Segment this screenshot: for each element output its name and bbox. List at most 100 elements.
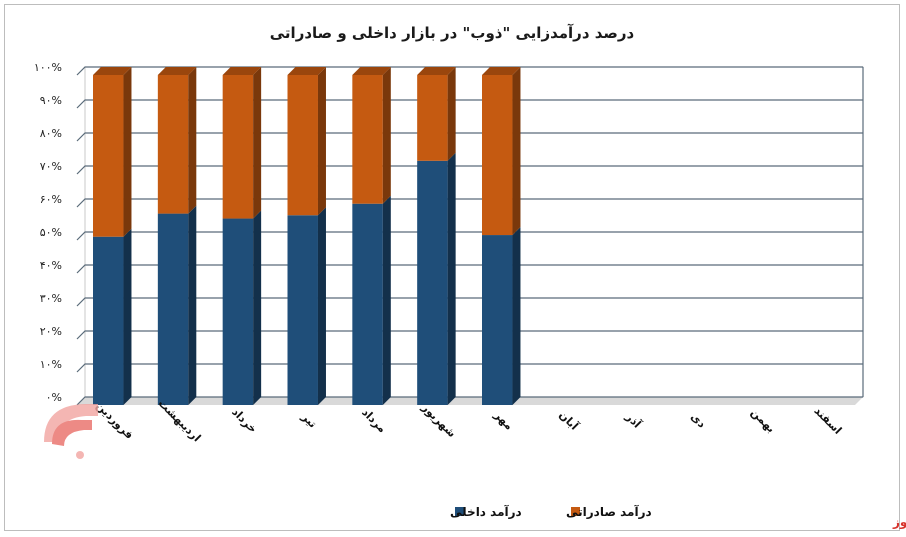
x-label-mehr: مهر [491, 408, 516, 433]
bar-top-farvardin [93, 67, 132, 75]
x-label-khordad: خرداد [229, 405, 259, 435]
x-label-bahman: بهمن [748, 406, 777, 435]
bar-front [352, 75, 383, 204]
bar-side [317, 67, 326, 216]
gridline [76, 264, 863, 274]
bars [93, 67, 521, 405]
legend-label-export: درآمد صادراتی [566, 504, 652, 519]
y-tick-label: ۷۰% [40, 160, 62, 173]
bar-front [157, 75, 189, 214]
x-label-azar: آذر [623, 409, 645, 431]
bar-top-mehr [482, 67, 521, 75]
bar-side [188, 205, 197, 405]
legend-item-domestic: درآمد داخلی [450, 504, 522, 519]
bar-export-mordad [352, 67, 391, 204]
bar-front [482, 235, 513, 405]
bar-side [382, 195, 391, 405]
legend-swatch-domestic [455, 507, 464, 516]
bar-front [287, 75, 318, 216]
legend: درآمد داخلی درآمد صادراتی [450, 504, 652, 519]
gridline [76, 297, 863, 307]
bar-side [512, 227, 521, 405]
bar-front [417, 160, 448, 405]
gridline [76, 132, 863, 142]
x-label-aban: آبان [556, 408, 581, 433]
logo-swirl-inner [52, 419, 92, 446]
bar-side [188, 67, 197, 214]
gridline [76, 198, 863, 208]
watermark-logo [44, 404, 98, 459]
y-tick-label: ۸۰% [40, 127, 62, 140]
bar-top-shahrivar [417, 67, 456, 75]
bar-domestic-shahrivar [417, 152, 456, 405]
bar-side [123, 67, 132, 237]
y-axis-ticks: ۰% ۱۰% ۲۰% ۳۰% ۴۰% ۵۰% ۶۰% ۷۰% ۸۰% ۹۰% ۱۰۰% [34, 61, 62, 404]
bar-side [512, 67, 521, 236]
bar-front [93, 236, 124, 405]
bar-export-khordad [222, 67, 262, 219]
bar-front [417, 75, 448, 161]
bar-front [482, 75, 513, 236]
x-label-shahrivar: شهریور [419, 400, 459, 440]
bar-domestic-mehr [482, 227, 521, 405]
y-tick-label: ۹۰% [40, 94, 62, 107]
x-label-tir: تیر [298, 410, 319, 431]
legend-label-domestic: درآمد داخلی [450, 504, 522, 519]
x-label-dey: دی [688, 410, 709, 431]
chart-title: درصد درآمدزایی "ذوب" در بازار داخلی و صا… [270, 24, 635, 42]
y-tick-label: ۱۰% [40, 358, 62, 371]
bar-domestic-ordibehesht [157, 205, 197, 405]
gridline [76, 99, 863, 109]
logo-dot [76, 451, 84, 459]
bar-side [447, 67, 456, 161]
y-tick-label: ۴۰% [40, 259, 62, 272]
bar-domestic-khordad [222, 210, 262, 405]
bar-export-ordibehesht [157, 67, 197, 214]
watermark-text: بورس نیوز [892, 515, 906, 530]
bar-top-khordad [222, 67, 262, 75]
bar-side [382, 67, 391, 204]
bar-side [317, 207, 326, 405]
y-tick-label: ۲۰% [40, 325, 62, 338]
bar-front [222, 218, 254, 405]
bar-top-ordibehesht [157, 67, 197, 75]
bar-side [447, 152, 456, 405]
y-tick-label: ۰% [46, 391, 62, 404]
gridline [76, 363, 863, 373]
bar-domestic-farvardin [93, 228, 132, 405]
bar-side [253, 67, 262, 219]
plot-floor [77, 397, 863, 405]
bar-top-tir [287, 67, 326, 75]
x-label-farvardin: فروردین [94, 399, 136, 441]
bar-export-farvardin [93, 67, 132, 237]
bar-export-mehr [482, 67, 521, 236]
bar-side [123, 228, 132, 405]
bar-domestic-mordad [352, 195, 391, 405]
bar-front [157, 213, 189, 405]
gridline [76, 66, 863, 76]
y-tick-label: ۱۰۰% [34, 61, 62, 74]
gridline [76, 165, 863, 175]
bar-export-shahrivar [417, 67, 456, 161]
bar-front [222, 75, 254, 219]
gridline [76, 231, 863, 241]
bar-front [287, 215, 318, 405]
gridline [76, 330, 863, 340]
x-label-esfand: اسفند [811, 404, 844, 437]
x-label-mordad: مرداد [359, 406, 388, 435]
bar-front [93, 75, 124, 237]
y-tick-label: ۶۰% [40, 193, 62, 206]
gridline [76, 396, 863, 406]
y-tick-label: ۳۰% [40, 292, 62, 305]
gridlines [76, 66, 864, 406]
bar-top-mordad [352, 67, 391, 75]
bar-export-tir [287, 67, 326, 216]
y-tick-label: ۵۰% [40, 226, 62, 239]
bar-domestic-tir [287, 207, 326, 405]
legend-item-export: درآمد صادراتی [566, 504, 652, 519]
bar-side [253, 210, 262, 405]
legend-swatch-export [571, 507, 580, 516]
chart-frame [4, 4, 900, 531]
bar-front [352, 203, 383, 405]
